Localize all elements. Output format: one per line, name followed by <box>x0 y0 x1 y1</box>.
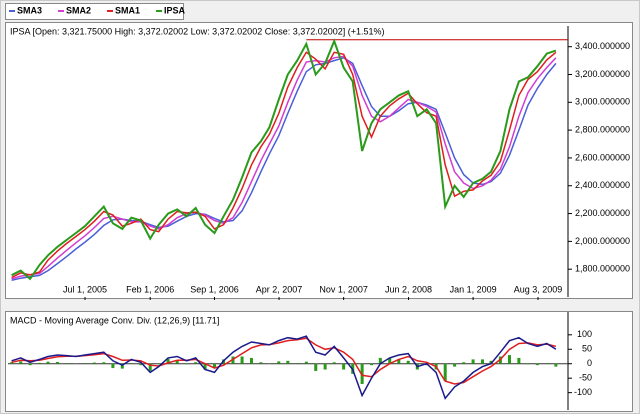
price-panel <box>5 22 633 299</box>
histogram-bar <box>480 359 484 364</box>
y-tick-label: 50 <box>582 344 592 354</box>
histogram-bar <box>304 361 308 364</box>
histogram-bar <box>38 362 42 364</box>
histogram-bar <box>332 362 336 364</box>
histogram-bar <box>378 357 382 364</box>
histogram-bar <box>406 360 410 364</box>
y-tick-label: 1,800.000000 <box>575 264 630 274</box>
series-line <box>11 51 557 279</box>
histogram-bar <box>212 363 216 369</box>
histogram-bar <box>554 363 558 367</box>
y-tick-label: 3,000.000000 <box>575 97 630 107</box>
y-tick-label: 3,400.000000 <box>575 41 630 51</box>
histogram-bar <box>545 363 549 364</box>
histogram-bar <box>157 363 161 365</box>
histogram-bar <box>65 363 69 364</box>
price-title: IPSA [Open: 3,321.75000 High: 3,372.0200… <box>10 26 385 36</box>
histogram-bar <box>259 362 263 364</box>
y-tick-label: 2,000.000000 <box>575 236 630 246</box>
x-tick-label: Feb 1, 2006 <box>126 284 174 294</box>
series-line <box>11 56 557 282</box>
y-tick-label: 2,200.000000 <box>575 208 630 218</box>
histogram-bar <box>240 356 244 364</box>
y-tick-label: 2,400.000000 <box>575 180 630 190</box>
histogram-bar <box>517 357 521 364</box>
histogram-bar <box>249 357 253 364</box>
histogram-bar <box>83 363 87 364</box>
histogram-bar <box>19 361 23 364</box>
y-tick-label: 3,200.000000 <box>575 69 630 79</box>
legend-label: SMA1 <box>115 5 140 15</box>
histogram-bar <box>175 359 179 364</box>
histogram-bar <box>443 363 447 382</box>
x-tick-label: Nov 1, 2007 <box>319 284 368 294</box>
histogram-bar <box>370 363 374 366</box>
histogram-bar <box>203 363 207 370</box>
histogram-bar <box>453 363 457 367</box>
histogram-bar <box>462 362 466 364</box>
histogram-bar <box>102 362 106 364</box>
legend-label: SMA3 <box>17 5 42 15</box>
x-tick-label: Apr 2, 2007 <box>256 284 303 294</box>
histogram-bar <box>286 360 290 364</box>
histogram-bar <box>55 361 59 364</box>
y-tick-label: 100 <box>577 329 592 339</box>
histogram-bar <box>295 363 299 364</box>
series-line <box>11 38 557 281</box>
series-line <box>11 55 557 280</box>
histogram-bar <box>194 362 198 364</box>
macd-title: MACD - Moving Average Conv. Div. (12,26,… <box>10 315 219 325</box>
x-tick-label: Jun 2, 2008 <box>385 284 432 294</box>
histogram-bar <box>507 355 511 364</box>
legend-box <box>5 3 184 20</box>
y-tick-label: 0 <box>587 358 592 368</box>
series-line <box>11 337 557 385</box>
histogram-bar <box>185 363 189 365</box>
histogram-bar <box>323 363 327 370</box>
histogram-bar <box>129 363 133 364</box>
histogram-bar <box>10 362 14 364</box>
histogram-bar <box>111 363 115 369</box>
x-tick-label: Jan 1, 2009 <box>450 284 497 294</box>
y-tick-label: 2,600.000000 <box>575 152 630 162</box>
histogram-bar <box>388 357 392 364</box>
x-tick-label: Jul 1, 2005 <box>63 284 107 294</box>
histogram-bar <box>471 359 475 364</box>
legend-label: IPSA <box>164 5 186 15</box>
histogram-bar <box>46 361 50 364</box>
histogram-bar <box>535 363 539 366</box>
x-tick-label: Aug 3, 2009 <box>514 284 563 294</box>
histogram-bar <box>314 363 318 371</box>
series-line <box>11 335 557 400</box>
y-tick-label: -50 <box>579 373 592 383</box>
histogram-bar <box>139 363 143 366</box>
histogram-bar <box>360 363 364 384</box>
legend-label: SMA2 <box>66 5 91 15</box>
macd-panel <box>5 311 633 412</box>
histogram-bar <box>397 359 401 364</box>
histogram-bar <box>526 363 530 365</box>
histogram-bar <box>148 363 152 371</box>
y-tick-label: -100 <box>574 387 592 397</box>
histogram-bar <box>489 360 493 364</box>
x-tick-label: Sep 1, 2006 <box>190 284 239 294</box>
histogram-bar <box>277 361 281 364</box>
y-tick-label: 2,800.000000 <box>575 125 630 135</box>
histogram-bar <box>120 363 124 369</box>
histogram-bar <box>166 358 170 364</box>
histogram-bar <box>342 363 346 370</box>
histogram-bar <box>92 362 96 364</box>
histogram-bar <box>28 363 32 366</box>
legend: SMA3 SMA2 SMA1 IPSA <box>9 5 186 15</box>
